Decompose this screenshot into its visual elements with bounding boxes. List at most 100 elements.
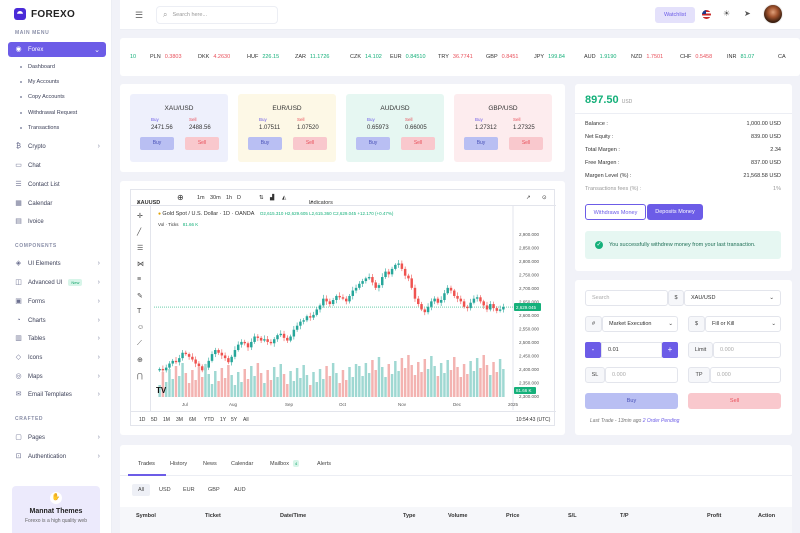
sidebar-sub-my-accounts[interactable]: My Accounts <box>20 79 59 85</box>
ticker-item[interactable]: NZD 1.7501 <box>631 54 663 60</box>
limit-input[interactable]: 0.000 <box>713 342 781 358</box>
range-5d[interactable]: 5D <box>151 417 158 423</box>
decrease-qty-button[interactable]: - <box>585 342 601 358</box>
ticker-item[interactable]: 10 <box>130 54 136 60</box>
us-flag-icon[interactable] <box>702 10 711 19</box>
sidebar-item-ui-elements[interactable]: ◈ UI Elements › <box>15 260 100 267</box>
rate-buy-button[interactable]: Buy <box>140 137 174 150</box>
sidebar-item-chat[interactable]: ▭ Chat <box>15 162 41 169</box>
area-chart-icon[interactable]: ◭ <box>282 195 287 201</box>
ticker-item[interactable]: CZK 14.102 <box>350 54 382 60</box>
tab-history[interactable]: History <box>170 461 188 467</box>
sidebar-item-forms[interactable]: ▣ Forms › <box>15 298 100 305</box>
ticker-item[interactable]: GBP 0.8451 <box>486 54 518 60</box>
ticker-item[interactable]: HUF 226.15 <box>247 54 279 60</box>
ticker-item[interactable]: EUR 0.84510 <box>390 54 426 60</box>
ticker-item[interactable]: JPY 199.84 <box>534 54 565 60</box>
rate-buy-button[interactable]: Buy <box>464 137 498 150</box>
order-type-select[interactable]: Market Execution ⌄ <box>602 316 678 332</box>
currency-tab-aud[interactable]: AUD <box>234 487 246 493</box>
sidebar-item-invoice[interactable]: ▤ Ivoice <box>15 218 44 225</box>
sidebar-item-icons[interactable]: ◇ Icons › <box>15 354 100 361</box>
sidebar-item-forex[interactable]: ◉ Forex ⌄ <box>8 42 106 57</box>
currency-tab-all[interactable]: All <box>132 484 151 496</box>
rate-buy-button[interactable]: Buy <box>356 137 390 150</box>
interval-1m[interactable]: 1m <box>197 195 205 201</box>
sidebar-sub-withdrawal-request[interactable]: Withdrawal Request <box>20 110 77 116</box>
ticker-item[interactable]: CHF 0.5458 <box>680 54 712 60</box>
sidebar-sub-dashboard[interactable]: Dashboard <box>20 64 55 70</box>
ticker-item[interactable]: AUD 1.9190 <box>584 54 616 60</box>
compare-icon[interactable]: ▟ <box>270 195 275 201</box>
text-icon[interactable]: T <box>137 308 142 315</box>
pattern-icon[interactable]: ⋈ <box>137 261 144 268</box>
range-all[interactable]: All <box>243 417 249 423</box>
avatar[interactable] <box>763 4 783 24</box>
camera-icon[interactable]: ⊙ <box>542 195 547 201</box>
sidebar-item-charts[interactable]: ◔ Charts › <box>16 317 100 324</box>
ticker-item[interactable]: ZAR 11.1726 <box>295 54 329 60</box>
range-6m[interactable]: 6M <box>189 417 196 423</box>
range-1y[interactable]: 1Y <box>220 417 227 423</box>
search-input[interactable]: ⌕ Search here... <box>156 6 278 24</box>
sidebar-item-email-templates[interactable]: ✉ Email Templates › <box>15 391 100 398</box>
ticker-item[interactable]: INR 81.07 <box>727 54 754 60</box>
tab-mailbox[interactable]: Mailbox 4 <box>270 460 300 467</box>
ticker-item[interactable]: PLN 0.3803 <box>150 54 182 60</box>
ruler-icon[interactable]: ⟋ <box>137 340 142 347</box>
buy-button[interactable]: Buy <box>585 393 678 409</box>
fill-type-select[interactable]: Fill or Kill ⌄ <box>705 316 781 332</box>
candle-type-icon[interactable]: ⇅ <box>259 195 264 201</box>
emoji-icon[interactable]: ☺ <box>137 324 145 331</box>
watchlist-button[interactable]: Watchlist <box>655 7 695 23</box>
share-icon[interactable]: ↗ <box>526 195 531 201</box>
sidebar-item-authentication[interactable]: ⊡ Authentication › <box>15 453 100 460</box>
currency-tab-gbp[interactable]: GBP <box>208 487 220 493</box>
rate-sell-button[interactable]: Sell <box>185 137 219 150</box>
add-symbol-icon[interactable]: ⊕ <box>177 193 184 202</box>
send-icon[interactable]: ➤ <box>744 9 751 18</box>
interval-d[interactable]: D <box>237 195 241 201</box>
sidebar-item-maps[interactable]: ◎ Maps › <box>15 373 100 380</box>
crosshair-icon[interactable]: ✛ <box>137 213 143 220</box>
interval-1h[interactable]: 1h <box>226 195 233 201</box>
range-ytd[interactable]: YTD <box>204 417 214 423</box>
withdraw-button[interactable]: Withdraws Money <box>585 204 646 220</box>
sidebar-item-contact-list[interactable]: ☰ Contact List <box>15 181 60 188</box>
zoom-icon[interactable]: ⊕ <box>137 357 143 364</box>
brush-icon[interactable]: ✎ <box>137 293 143 300</box>
ticker-item[interactable]: CA <box>778 54 790 60</box>
pending-orders-link[interactable]: 2 Order Pending <box>642 418 680 424</box>
pitchfork-icon[interactable]: ☰ <box>137 245 144 252</box>
tab-trades[interactable]: Trades <box>138 461 155 467</box>
theme-toggle-icon[interactable]: ☀ <box>723 9 731 18</box>
currency-tab-eur[interactable]: EUR <box>183 487 195 493</box>
brand-logo[interactable]: FOREXO <box>14 8 75 20</box>
range-3m[interactable]: 3M <box>176 417 183 423</box>
tp-input[interactable]: 0.000 <box>710 367 781 383</box>
quantity-input[interactable]: 0.01 <box>601 342 662 358</box>
ticker-item[interactable]: TRY 36.7741 <box>438 54 473 60</box>
range-1d[interactable]: 1D <box>139 417 146 423</box>
sidebar-item-calendar[interactable]: ▦ Calendar <box>15 200 53 207</box>
interval-30m[interactable]: 30m <box>210 195 221 201</box>
range-1m[interactable]: 1M <box>163 417 170 423</box>
pair-select[interactable]: XAU/USD ⌄ <box>684 290 781 306</box>
sl-input[interactable]: 0.000 <box>605 367 678 383</box>
rate-sell-button[interactable]: Sell <box>509 137 543 150</box>
tab-alerts[interactable]: Alerts <box>317 461 332 467</box>
range-5y[interactable]: 5Y <box>231 417 238 423</box>
tab-news[interactable]: News <box>203 461 217 467</box>
rate-buy-button[interactable]: Buy <box>248 137 282 150</box>
sell-button[interactable]: Sell <box>688 393 781 409</box>
sidebar-item-advanced-ui[interactable]: ◫ Advanced UI New › <box>15 279 100 286</box>
sidebar-item-pages[interactable]: ▢ Pages › <box>15 434 100 441</box>
trend-line-icon[interactable]: ╱ <box>137 229 142 236</box>
ticker-item[interactable]: DKK 4.2630 <box>198 54 230 60</box>
sidebar-item-tables[interactable]: ▥ Tables › <box>15 335 100 342</box>
candlestick-plot[interactable]: 2,900.000 2,850.000 2,800.000 2,750.000 2,70… <box>131 190 556 427</box>
tab-calendar[interactable]: Calendar <box>231 461 254 467</box>
deposit-button[interactable]: Deposits Money <box>647 204 703 220</box>
sidebar-item-crypto[interactable]: ₿ Crypto › <box>15 143 100 150</box>
rate-sell-button[interactable]: Sell <box>293 137 327 150</box>
